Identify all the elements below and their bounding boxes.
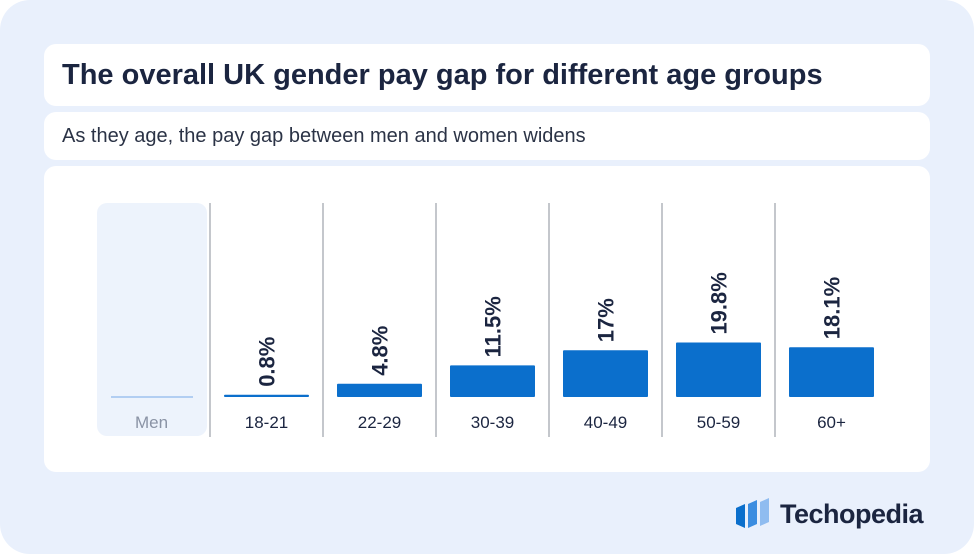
subtitle-card: As they age, the pay gap between men and… [44, 112, 930, 160]
bar-chart: Men 0.8% 18-21 4.8% 22-29 11.5% 30-39 17% 40-49 1… [97, 203, 874, 437]
bar-18-21 [224, 394, 309, 397]
data-label-22-29: 4.8% [368, 326, 393, 376]
men-panel [97, 203, 207, 436]
data-label-18-21: 0.8% [255, 337, 280, 387]
brand-name: Techopedia [780, 498, 924, 529]
tick-label-60+: 60+ [817, 413, 846, 432]
bar-40-49 [563, 350, 648, 397]
tick-label-40-49: 40-49 [584, 413, 627, 432]
tick-label-18-21: 18-21 [245, 413, 288, 432]
tick-label-50-59: 50-59 [697, 413, 740, 432]
brand-logo: Techopedia [736, 496, 924, 532]
bar-50-59 [676, 342, 761, 397]
data-label-50-59: 19.8% [707, 272, 732, 334]
title-card: The overall UK gender pay gap for differ… [44, 44, 930, 106]
bar-60+ [789, 347, 874, 397]
techopedia-logo-icon [736, 498, 769, 528]
data-label-40-49: 17% [594, 298, 619, 342]
chart-title: The overall UK gender pay gap for differ… [62, 59, 823, 91]
chart-subtitle: As they age, the pay gap between men and… [62, 125, 586, 147]
data-label-30-39: 11.5% [481, 296, 506, 357]
tick-label-Men: Men [135, 413, 168, 432]
bar-30-39 [450, 365, 535, 397]
tick-label-22-29: 22-29 [358, 413, 401, 432]
tick-label-30-39: 30-39 [471, 413, 514, 432]
data-label-60+: 18.1% [820, 277, 845, 339]
bar-22-29 [337, 383, 422, 397]
